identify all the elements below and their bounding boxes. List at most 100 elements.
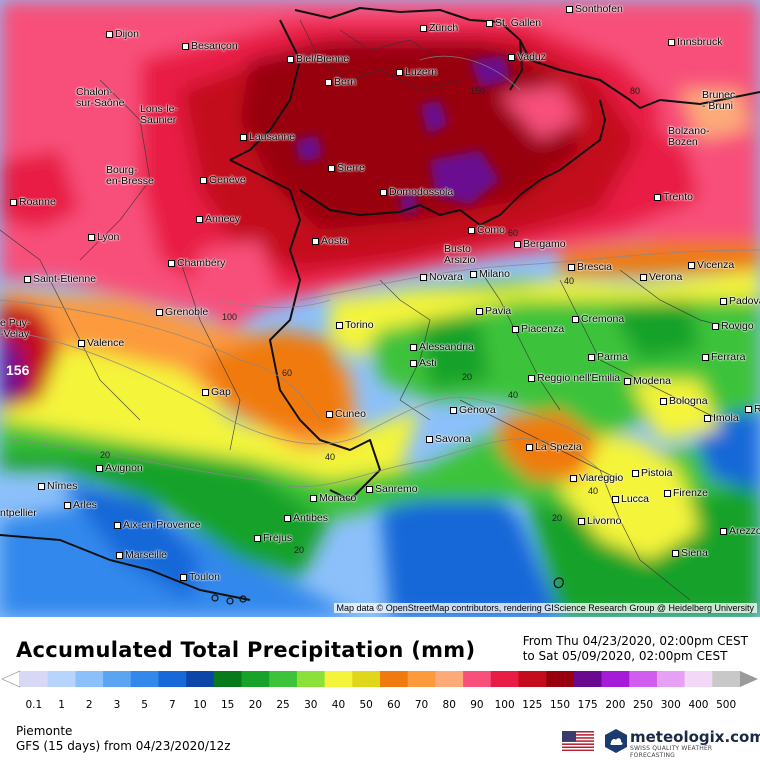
- city-marker: [182, 42, 189, 50]
- scale-swatch: [324, 671, 353, 687]
- isoline-label: 20: [100, 450, 111, 460]
- city-label: Roanne: [10, 196, 56, 208]
- scale-label: 10: [193, 699, 206, 711]
- scale-swatch: [103, 671, 132, 687]
- scale-swatch: [546, 671, 575, 687]
- scale-label: 40: [332, 699, 345, 711]
- scale-swatch: [518, 671, 547, 687]
- city-marker: [325, 78, 332, 86]
- city-label: Domodossola: [380, 186, 453, 198]
- map-attribution: Map data © OpenStreetMap contributors, r…: [333, 603, 757, 613]
- city-label: Como: [468, 224, 505, 236]
- scale-label: 7: [169, 699, 176, 711]
- scale-label: 150: [550, 699, 570, 711]
- city-marker: [528, 374, 535, 382]
- city-label: Innsbruck: [668, 36, 723, 48]
- isoline-label: 80: [630, 86, 641, 96]
- valid-period: From Thu 04/23/2020, 02:00pm CEST to Sat…: [523, 634, 748, 664]
- city-label: Alessandria: [410, 341, 474, 353]
- scale-swatch: [407, 671, 436, 687]
- city-label: Lausanne: [240, 131, 295, 143]
- city-marker: [10, 198, 17, 206]
- city-marker: [326, 410, 333, 418]
- scale-label: 3: [114, 699, 121, 711]
- model-run: GFS (15 days) from 04/23/2020/12z: [16, 739, 231, 753]
- scale-label: 125: [522, 699, 542, 711]
- city-label: Ferrara: [702, 351, 745, 363]
- city-marker: [202, 388, 209, 396]
- city-marker: [470, 270, 477, 278]
- city-marker: [640, 273, 647, 281]
- city-label: Marseille: [116, 549, 167, 561]
- city-marker: [688, 261, 695, 269]
- isoline-label: 100: [222, 312, 238, 322]
- city-label: e Puy- -Velay: [0, 317, 31, 340]
- city-label: Piacenza: [512, 323, 564, 335]
- city-label: Lucca: [612, 493, 649, 505]
- city-label: Lons-le- Saunier: [140, 103, 178, 126]
- us-flag-icon[interactable]: [562, 731, 594, 751]
- scale-label: 5: [141, 699, 148, 711]
- isoline-label: 40: [325, 452, 336, 462]
- city-label: Asti: [410, 357, 437, 369]
- scale-swatch: [130, 671, 159, 687]
- city-label: Luzern: [396, 66, 437, 78]
- city-marker: [312, 237, 319, 245]
- scale-swatch: [490, 671, 519, 687]
- city-marker: [578, 517, 585, 525]
- scale-label: 2: [86, 699, 93, 711]
- city-label: Parma: [588, 351, 628, 363]
- city-label: Bolzano- Bozen: [668, 125, 710, 148]
- city-marker: [336, 321, 343, 329]
- city-label: Saint-Étienne: [24, 273, 96, 285]
- scale-swatch: [601, 671, 630, 687]
- city-label: Monaco: [310, 492, 356, 504]
- city-marker: [284, 514, 291, 522]
- city-marker: [668, 38, 675, 46]
- city-label: Sanremo: [366, 483, 418, 495]
- city-marker: [114, 521, 121, 529]
- city-marker: [426, 435, 433, 443]
- city-marker: [366, 485, 373, 493]
- precipitation-map[interactable]: 150 80 60 40 100 60 20 40 40 20 40 20 20…: [0, 0, 760, 617]
- city-label: Firenze: [664, 487, 708, 499]
- city-marker: [420, 273, 427, 281]
- scale-label: 30: [304, 699, 317, 711]
- city-label: Zürich: [420, 22, 458, 34]
- scale-swatch: [684, 671, 713, 687]
- city-label: Busto Arsizio: [444, 243, 476, 266]
- scale-swatch: [296, 671, 325, 687]
- city-label: Torino: [336, 319, 374, 331]
- city-label: Padova: [720, 295, 760, 307]
- city-label: Savona: [426, 433, 471, 445]
- city-marker: [720, 527, 727, 535]
- scale-label: 1: [58, 699, 65, 711]
- city-label: Bourg-en-Bresse: [106, 164, 154, 187]
- city-label: Rovigo: [712, 320, 754, 332]
- city-marker: [200, 176, 207, 184]
- scale-swatch: [158, 671, 187, 687]
- scale-label: 400: [688, 699, 708, 711]
- city-marker: [745, 405, 752, 413]
- city-marker: [38, 482, 45, 490]
- legend-title: Accumulated Total Precipitation (mm): [16, 638, 476, 662]
- isoline-label: 150: [470, 86, 486, 96]
- scale-label: 250: [633, 699, 653, 711]
- brand-name: meteologix.com: [630, 728, 760, 746]
- city-label: Grenoble: [156, 306, 208, 318]
- scale-label: 175: [578, 699, 598, 711]
- isoline-label: 20: [462, 372, 473, 382]
- city-marker: [672, 549, 679, 557]
- city-marker: [720, 297, 727, 305]
- scale-label: 300: [661, 699, 681, 711]
- scale-label: 20: [249, 699, 262, 711]
- city-label: Fréjus: [254, 532, 292, 544]
- city-marker: [254, 534, 261, 542]
- isoline-label: 40: [588, 486, 599, 496]
- region-name: Piemonte: [16, 724, 73, 738]
- city-label: Avignon: [96, 462, 143, 474]
- city-label: Arles: [64, 499, 97, 511]
- meteologix-logo[interactable]: meteologix.com SWISS QUALITY WEATHER FOR…: [604, 727, 760, 759]
- city-label: Viareggio: [570, 472, 623, 484]
- scale-label: 25: [276, 699, 289, 711]
